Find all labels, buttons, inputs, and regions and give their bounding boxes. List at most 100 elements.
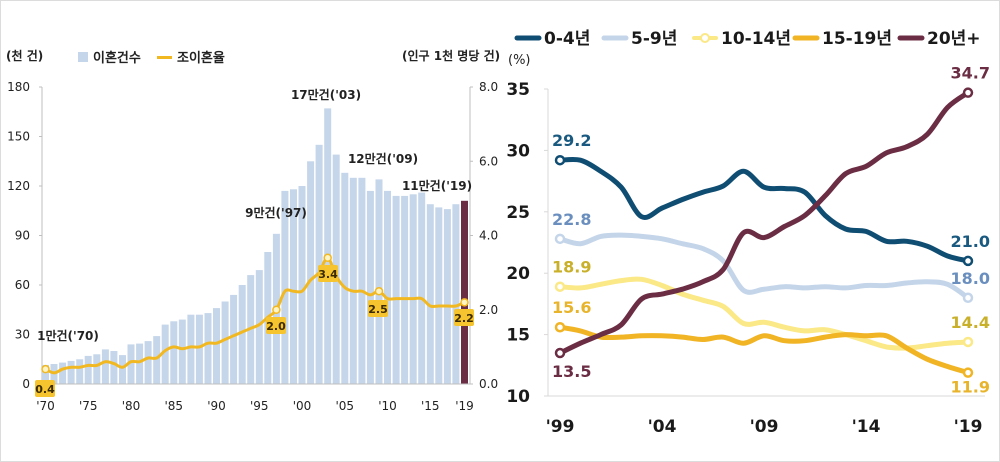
bar-divorce-count-1974 <box>76 359 84 385</box>
endpoint-marker-20년+ <box>962 87 974 98</box>
endpoint-marker-5-9년 <box>554 233 566 245</box>
annotation-divorce-count-1997: 9만건('97) <box>245 205 307 220</box>
right-y-tick-label: 8.0 <box>479 80 498 94</box>
annotation-divorce-count-1970: 1만건('70) <box>37 328 99 343</box>
bar-divorce-count-2008 <box>366 190 374 384</box>
bar-divorce-count-1981 <box>136 343 144 384</box>
bar-divorce-count-1986 <box>178 319 186 384</box>
x-tick-label: '09 <box>750 417 779 437</box>
bar-divorce-count-1978 <box>110 351 118 384</box>
end-value-label-10-14년: 14.4 <box>951 313 990 332</box>
start-value-label-5-9년: 22.8 <box>552 210 591 229</box>
bar-divorce-count-2017 <box>443 209 451 384</box>
bar-divorce-count-2009 <box>375 179 383 384</box>
y-tick-label: 35 <box>506 80 530 100</box>
bar-divorce-count-1991 <box>221 301 229 384</box>
bar-divorce-count-1975 <box>84 355 92 384</box>
bar-divorce-count-2005 <box>341 172 349 384</box>
legend-marker-2 <box>700 33 710 43</box>
bar-divorce-count-1990 <box>213 308 220 384</box>
bar-divorce-count-1973 <box>67 360 75 384</box>
marker-crude-divorce-rate-2019 <box>460 298 469 307</box>
legend-swatch-crude-divorce-rate <box>157 56 172 59</box>
bar-divorce-count-2018 <box>452 204 460 384</box>
x-tick-label: '80 <box>122 399 141 413</box>
endpoint-marker-20년+ <box>554 347 566 359</box>
bar-divorce-count-2014 <box>418 192 426 384</box>
annotation-divorce-count-2009: 12만건('09) <box>348 151 418 166</box>
bar-divorce-count-2012 <box>401 195 409 384</box>
left-y-tick-label: 60 <box>15 278 30 292</box>
bar-divorce-count-1983 <box>153 336 161 384</box>
data-label-box-2009 <box>368 300 388 317</box>
right-y-tick-label: 6.0 <box>479 154 498 168</box>
data-label-box-2019 <box>454 309 474 326</box>
left-y-tick-label: 120 <box>7 179 30 193</box>
endpoint-marker-15-19년 <box>554 321 566 333</box>
bar-divorce-count-1999 <box>290 189 297 384</box>
y-tick-label: 10 <box>506 387 530 407</box>
legend-label-divorce-count: 이혼건수 <box>93 50 141 66</box>
right-axis-unit: (인구 1천 명당 건) <box>402 48 500 63</box>
data-label-crude-divorce-rate-1997: 2.0 <box>266 320 286 333</box>
endpoint-marker-5-9년 <box>962 292 974 304</box>
annotation-divorce-count-2019: 11만건('19) <box>402 178 472 193</box>
legend-swatch-divorce-count <box>78 52 88 62</box>
marker-crude-divorce-rate-2003 <box>323 253 332 263</box>
endpoint-marker-10-14년 <box>554 281 566 292</box>
x-tick-label: '10 <box>378 399 397 413</box>
start-value-label-10-14년: 18.9 <box>552 258 591 277</box>
bar-divorce-count-2007 <box>358 177 366 385</box>
data-label-crude-divorce-rate-1970: 0.4 <box>35 383 55 396</box>
left-y-tick-label: 90 <box>15 229 30 243</box>
data-label-box-1970 <box>35 380 55 397</box>
bar-divorce-count-1985 <box>170 321 178 384</box>
endpoint-marker-10-14년 <box>962 336 974 348</box>
start-value-label-15-19년: 15.6 <box>552 298 591 317</box>
line-series-5-9년 <box>557 232 971 301</box>
bar-divorce-count-1993 <box>238 285 246 384</box>
marker-crude-divorce-rate-1970 <box>41 364 50 374</box>
bar-divorce-count-2013 <box>409 194 417 384</box>
y-tick-label: 25 <box>506 203 530 223</box>
end-value-label-0-4년: 21.0 <box>951 232 990 251</box>
bar-divorce-count-1984 <box>161 324 169 384</box>
x-tick-label: '00 <box>293 399 312 413</box>
x-tick-label: '15 <box>421 399 440 413</box>
line-series-10-14년 <box>557 276 971 351</box>
legend-label-crude-divorce-rate: 조이혼율 <box>177 50 225 66</box>
y-tick-label: 20 <box>506 264 530 284</box>
bar-divorce-count-1992 <box>230 294 238 384</box>
left-y-tick-label: 180 <box>7 80 30 94</box>
left-axis-unit: (천 건) <box>6 48 43 63</box>
bar-divorce-count-2015 <box>426 204 434 384</box>
endpoint-marker-0-4년 <box>554 154 566 166</box>
left-y-tick-label: 0 <box>22 377 30 391</box>
end-value-label-20년+: 34.7 <box>951 64 990 83</box>
x-tick-label: '14 <box>852 417 881 437</box>
bar-divorce-count-2003 <box>324 108 332 385</box>
bar-divorce-count-1980 <box>127 344 135 384</box>
bar-divorce-count-1989 <box>204 313 212 384</box>
x-tick-label: '19 <box>954 417 983 437</box>
data-label-box-1997 <box>266 317 286 334</box>
left-y-tick-label: 150 <box>7 130 30 144</box>
legend-label-3: 15-19년 <box>822 29 892 49</box>
bar-divorce-count-1988 <box>195 314 203 384</box>
legend-label-4: 20년+ <box>927 29 981 49</box>
bar-divorce-count-2019 <box>461 200 468 384</box>
legend-label-0: 0-4년 <box>544 29 590 49</box>
bar-divorce-count-2001 <box>307 161 315 385</box>
legend-label-1: 5-9년 <box>631 29 677 49</box>
bar-divorce-count-1998 <box>281 190 289 384</box>
start-value-label-0-4년: 29.2 <box>552 131 591 150</box>
right-chart-y-unit: (%) <box>508 53 531 68</box>
y-tick-label: 15 <box>506 326 530 346</box>
x-tick-label: '85 <box>164 399 183 413</box>
end-value-label-15-19년: 11.9 <box>951 378 990 397</box>
bar-divorce-count-2016 <box>435 207 443 384</box>
bar-divorce-count-1979 <box>119 355 126 384</box>
bar-divorce-count-2000 <box>298 186 306 384</box>
x-tick-label: '05 <box>335 399 354 413</box>
